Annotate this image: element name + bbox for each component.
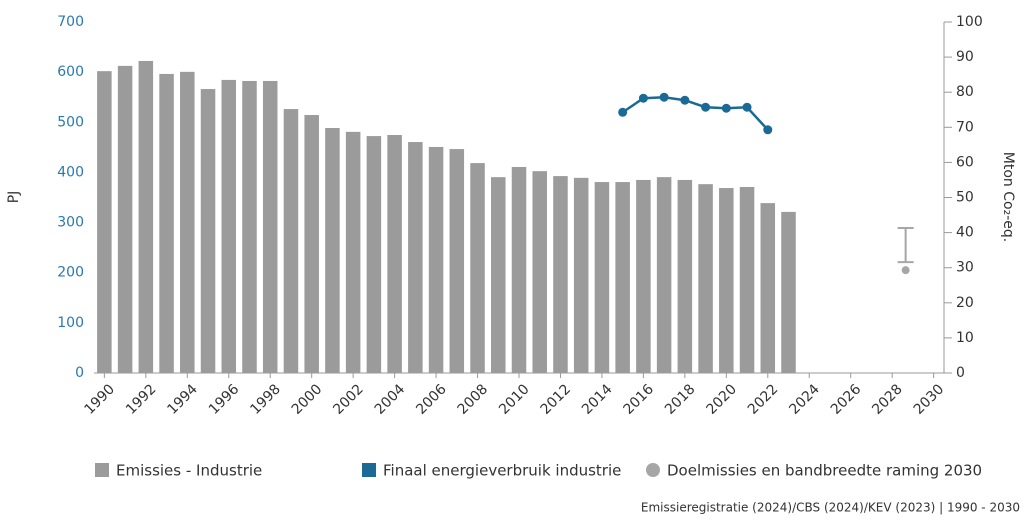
bar [117,65,133,373]
bar [366,136,382,373]
legend-swatch [646,463,660,477]
y2-tick-label: 90 [956,49,974,65]
bar [283,109,299,373]
point [701,102,711,112]
bar [760,203,776,373]
x-tick-label: 1996 [206,381,243,418]
y2-tick-label: 30 [956,260,974,276]
y-tick-label: 0 [75,365,84,381]
point [659,92,669,102]
x-tick-label: 2008 [455,381,492,418]
x-tick-label: 2016 [621,381,658,418]
bar [594,182,610,373]
bar [387,135,402,373]
legend-swatch [362,463,376,477]
legend-label: Finaal energieverbruik industrie [383,462,621,480]
x-tick-label: 2004 [372,381,409,418]
bar [656,177,672,373]
x-tick-label: 2010 [496,381,533,418]
y2-tick-label: 100 [956,14,983,30]
y-tick-label: 400 [57,164,84,180]
x-tick-label: 2012 [538,381,575,418]
bar [408,142,423,373]
bar [159,73,174,373]
bar [200,89,216,373]
y-tick-label: 200 [57,265,84,281]
y-tick-label: 300 [57,215,84,231]
y2-tick-label: 0 [956,365,965,381]
x-tick-label: 2000 [289,381,326,418]
y-tick-label: 600 [57,64,84,80]
y2-axis-title: Mton Co₂-eq. [1000,152,1016,242]
x-tick-label: 2006 [413,381,450,418]
x-tick-label: 1992 [123,381,160,418]
bar [532,171,547,373]
y-tick-label: 700 [57,14,84,30]
bar [221,79,237,373]
point [721,103,731,113]
x-tick-label: 2018 [662,381,699,418]
x-tick-label: 1998 [247,381,284,418]
x-tick-label: 2014 [579,381,616,418]
x-tick-label: 2030 [911,381,948,418]
x-tick-label: 2028 [869,381,906,418]
point [680,95,690,105]
bar [242,80,257,373]
x-tick-label: 2022 [745,381,782,418]
y2-tick-label: 80 [956,84,974,100]
bar [97,71,112,373]
x-tick-label: 1994 [164,381,201,418]
bar [325,128,340,373]
y2-tick-label: 70 [956,119,974,135]
y2-tick-label: 20 [956,295,974,311]
y-axis-title: PJ [6,191,22,204]
bar [636,179,651,373]
bar [345,131,361,373]
y-tick-label: 100 [57,315,84,331]
target-point [901,266,910,275]
bar [781,211,796,373]
bar [491,177,506,373]
point [763,125,773,135]
y-tick-label: 500 [57,114,84,130]
legend-swatch [95,463,109,477]
bar [428,146,444,373]
bar [677,179,693,373]
y2-tick-label: 50 [956,190,974,206]
point [638,93,648,103]
point [618,107,628,117]
bar [719,188,734,373]
x-tick-label: 2020 [703,381,740,418]
bar [470,163,485,373]
y2-tick-label: 60 [956,154,974,170]
bar [553,176,568,373]
x-tick-label: 2002 [330,381,367,418]
bar [304,115,319,373]
y2-tick-label: 10 [956,330,974,346]
x-tick-label: 2024 [786,381,823,418]
x-tick-label: 2026 [828,381,865,418]
legend-label: Doelmissies en bandbreedte raming 2030 [667,462,982,480]
x-tick-label: 1990 [82,381,119,418]
legend-label: Emissies - Industrie [116,462,262,480]
bar [573,177,589,373]
bar [739,186,755,373]
source: Emissieregistratie (2024)/CBS (2024)/KEV… [641,501,1020,515]
bar [138,60,154,373]
bar [511,166,527,373]
y2-tick-label: 40 [956,225,974,241]
point [742,102,752,112]
bar [262,80,278,373]
bar [615,182,630,373]
bar [180,71,195,373]
bar [449,149,465,373]
bar [698,184,713,373]
